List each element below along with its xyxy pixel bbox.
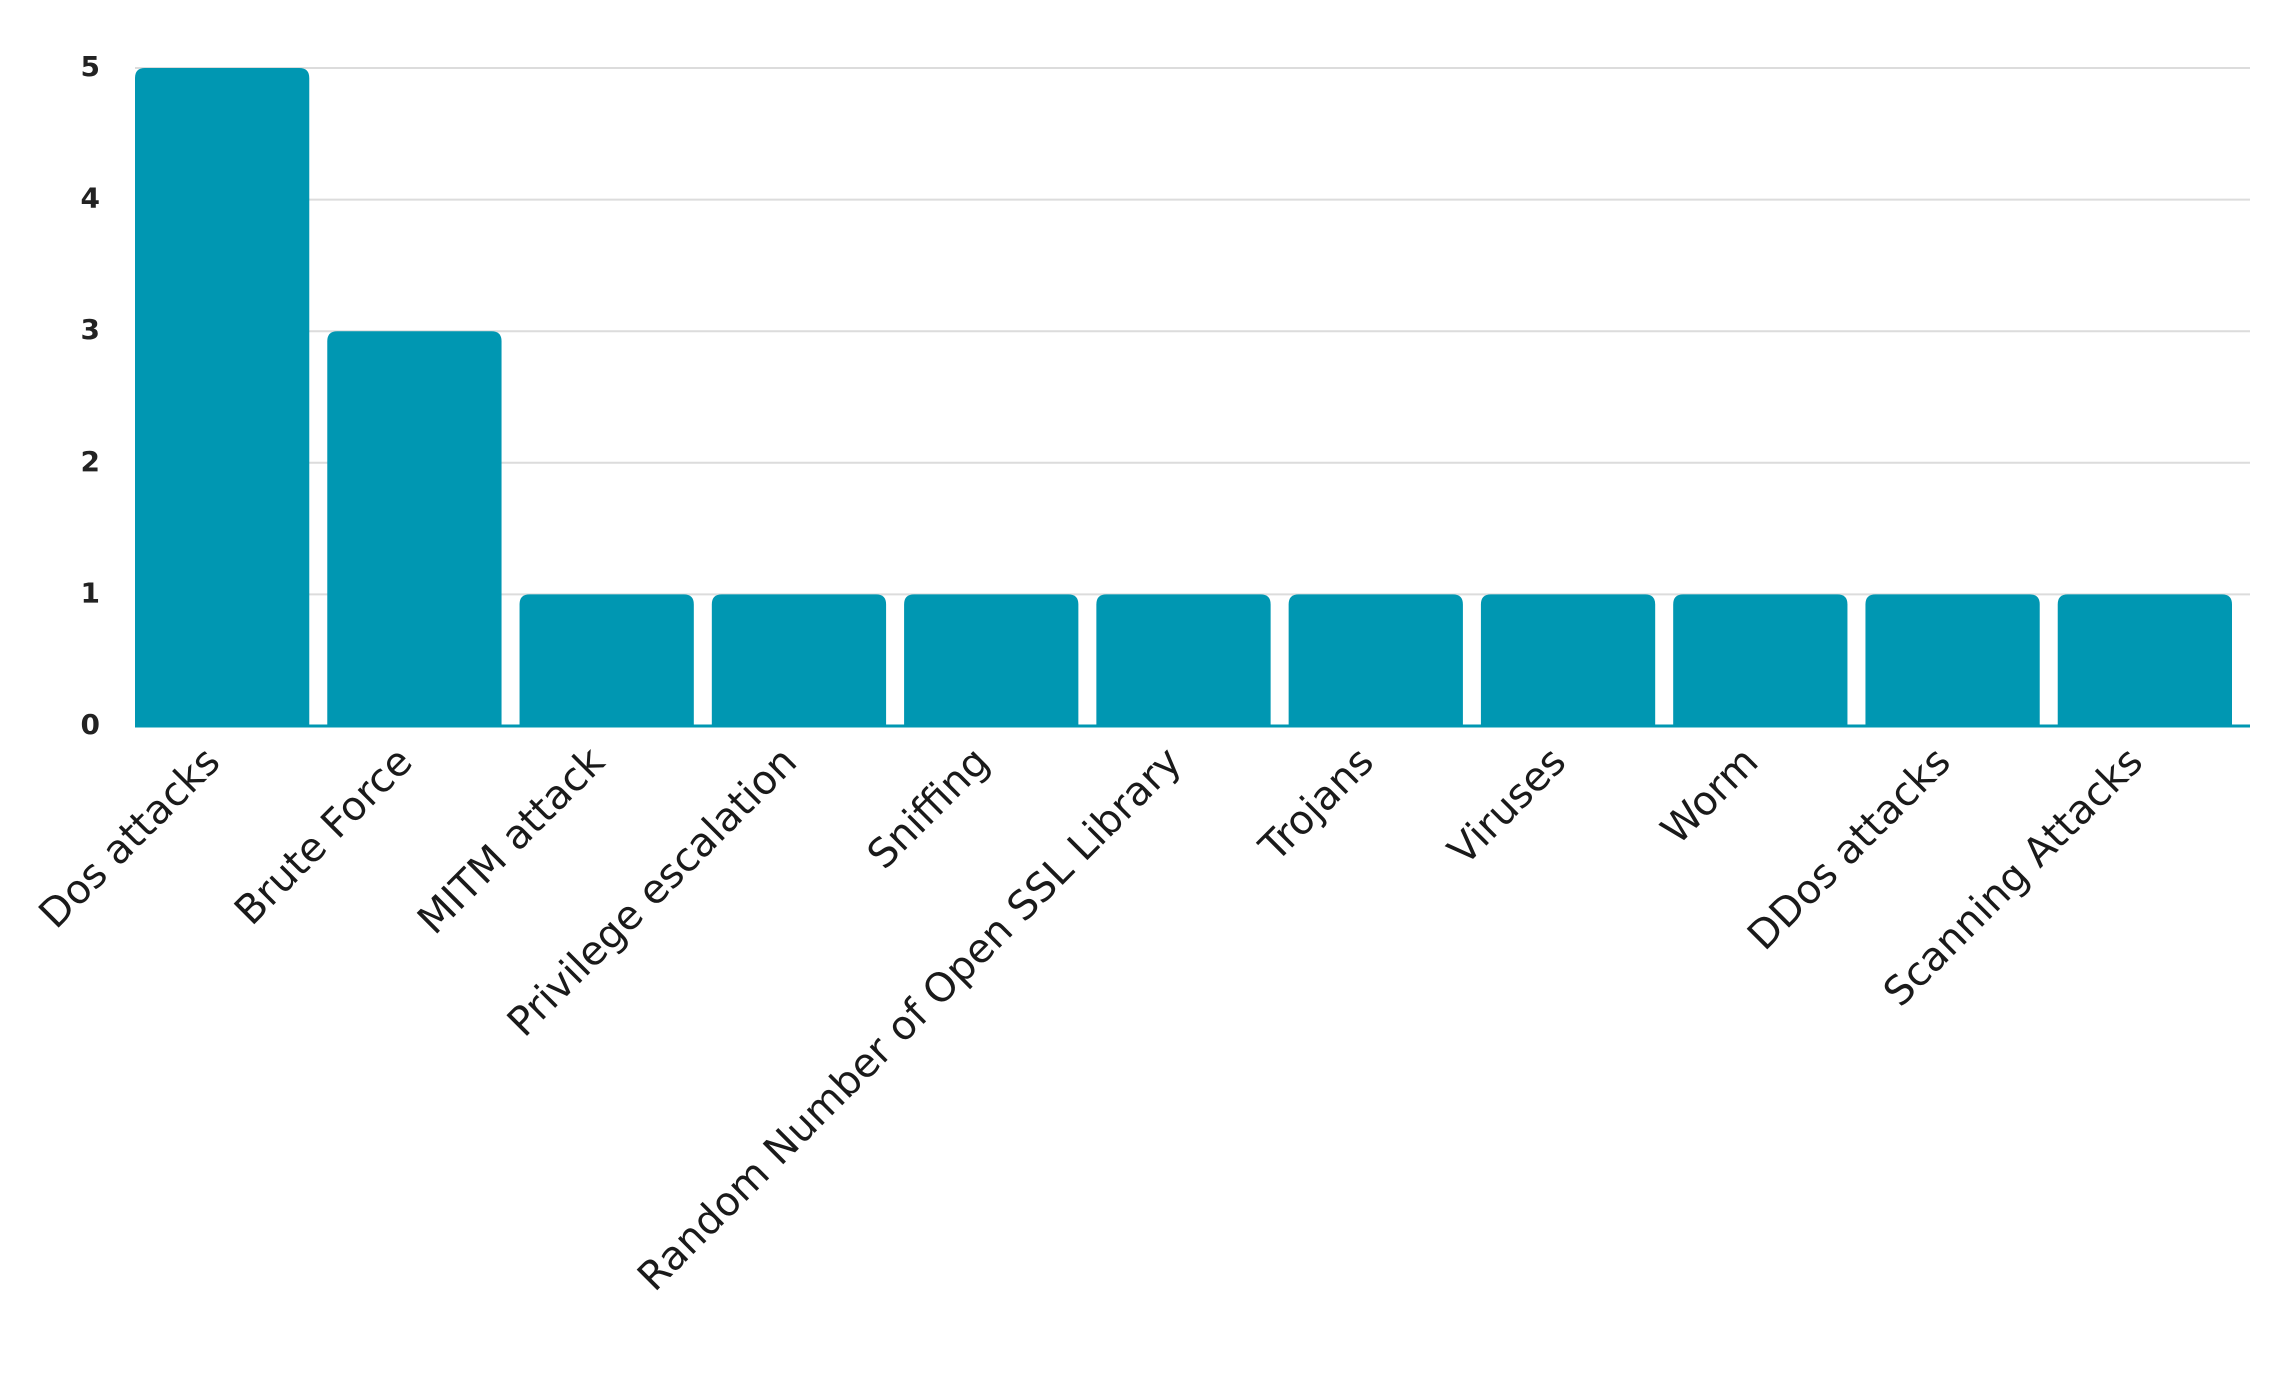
x-tick-label: Sniffing <box>859 739 998 878</box>
y-tick-label: 4 <box>81 182 100 215</box>
y-tick-label: 1 <box>81 576 100 609</box>
x-tick-label: MITM attack <box>409 738 614 943</box>
x-tick-label: DDos attacks <box>1739 739 1960 960</box>
bar-viruses <box>1480 594 1656 726</box>
bar-dos-attacks <box>135 68 310 726</box>
x-tick-label: Brute Force <box>226 739 421 934</box>
y-tick-labels: 0 1 2 3 4 5 <box>81 50 100 741</box>
bars <box>135 68 2232 726</box>
bar-worm <box>1673 594 1848 726</box>
bar-scanning-attacks <box>2057 594 2232 726</box>
y-tick-label: 3 <box>81 313 100 346</box>
bar-mitm-attack <box>519 594 694 726</box>
y-tick-label: 5 <box>81 50 100 83</box>
bar-sniffing <box>904 594 1079 726</box>
x-tick-label: Dos attacks <box>30 739 229 938</box>
y-tick-label: 2 <box>81 445 100 478</box>
bar-privilege-escalation <box>711 594 887 726</box>
x-tick-label: Worm <box>1653 739 1768 854</box>
bar-ddos-attacks <box>1865 594 2040 726</box>
x-tick-label: Viruses <box>1440 739 1576 875</box>
bar-brute-force <box>327 331 502 726</box>
y-tick-label: 0 <box>81 708 100 741</box>
x-tick-label: Trojans <box>1250 739 1383 872</box>
bar-random-number-of-open-ssl-library <box>1096 594 1271 726</box>
bar-trojans <box>1288 594 1463 726</box>
